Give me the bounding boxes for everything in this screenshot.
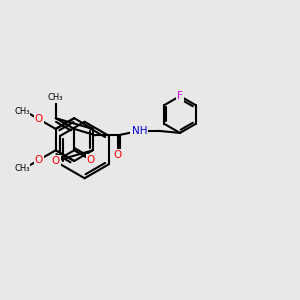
Text: O: O: [114, 150, 122, 160]
Text: CH₃: CH₃: [14, 164, 30, 172]
Text: O: O: [35, 114, 43, 124]
Text: F: F: [177, 91, 183, 101]
Text: CH₃: CH₃: [48, 93, 63, 102]
Text: O: O: [52, 156, 60, 166]
Text: O: O: [35, 155, 43, 165]
Text: O: O: [87, 155, 95, 165]
Text: NH: NH: [131, 126, 147, 136]
Text: CH₃: CH₃: [14, 106, 30, 116]
